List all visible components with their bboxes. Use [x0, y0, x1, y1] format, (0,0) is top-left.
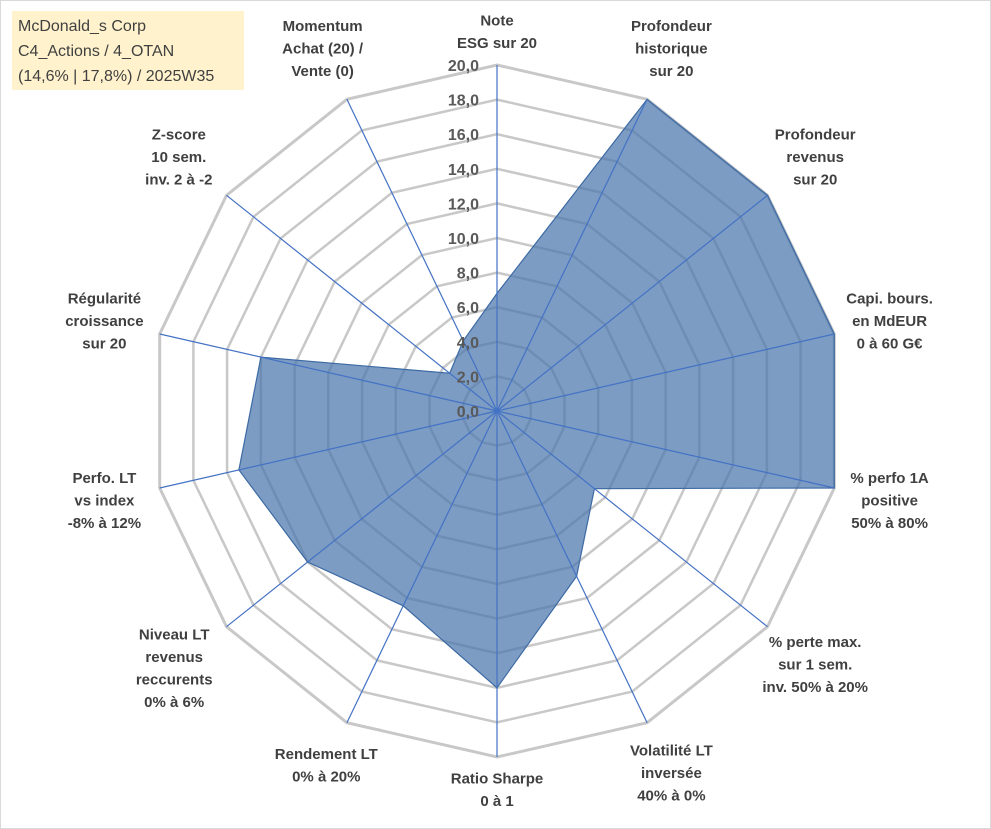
axis-label-layer: Note ESG sur 20 Profondeur historique sur 20… [65, 12, 933, 810]
spoke-13 [346, 99, 498, 412]
axis-label: -8% à 12% [68, 515, 141, 532]
axis-label: en MdEUR [852, 313, 927, 330]
axis-label: Volatilité LT [630, 742, 713, 759]
axis-label: historique [635, 41, 708, 58]
axis-label: 0% à 20% [292, 768, 360, 785]
axis-label: sur 20 [793, 172, 837, 189]
axis-label: % perfo 1A [850, 470, 929, 487]
axis-label: Régularité [68, 291, 141, 308]
axis-label: vs index [74, 492, 135, 509]
data-layer [238, 98, 835, 689]
axis-label: % perte max. [769, 634, 862, 651]
axis-label: Ratio Sharpe [451, 771, 544, 788]
axis-label: Perfo. LT [72, 470, 136, 487]
spoke-9 [226, 410, 498, 628]
axis-label: reccurents [136, 672, 213, 689]
tick-label: 20,0 [448, 58, 479, 75]
tick-label: 4,0 [457, 335, 479, 352]
axis-label: Profondeur [775, 127, 856, 144]
axis-label: sur 20 [649, 63, 693, 80]
spoke-12 [226, 194, 498, 412]
axis-label: Vente (0) [291, 63, 354, 80]
axis-label: inv. 50% à 20% [762, 679, 868, 696]
axis-label: Profondeur [631, 18, 712, 35]
axis-label: 40% à 0% [637, 787, 705, 804]
spoke-6 [496, 410, 648, 723]
axis-label: sur 20 [82, 336, 126, 353]
axis-label: positive [861, 492, 918, 509]
axis-label: inversée [641, 765, 702, 782]
axis-label: revenus [145, 649, 203, 666]
axis-label: Note [480, 12, 513, 29]
tick-label: 16,0 [448, 127, 479, 144]
axis-label: ESG sur 20 [457, 35, 537, 52]
chart-title-box: McDonald_s Corp C4_Actions / 4_OTAN (14,… [12, 11, 244, 90]
axis-label: Capi. bours. [846, 291, 933, 308]
tick-label: 12,0 [448, 196, 479, 213]
tick-label: 8,0 [457, 266, 479, 283]
spoke-5 [496, 410, 768, 628]
spoke-2 [496, 194, 768, 412]
title-line-performance: (14,6% | 17,8%) / 2025W35 [18, 68, 215, 85]
title-line-company: McDonald_s Corp [18, 18, 147, 35]
tick-label: 6,0 [457, 300, 479, 317]
axis-label: 0 à 60 G€ [857, 336, 924, 353]
spoke-11 [159, 333, 498, 412]
axis-label: sur 1 sem. [778, 657, 852, 674]
axis-label: croissance [65, 313, 143, 330]
axis-label: revenus [786, 149, 844, 166]
axis-label: Rendement LT [275, 746, 378, 763]
tick-label: 18,0 [448, 93, 479, 110]
spoke-8 [346, 410, 498, 723]
tick-label: 10,0 [448, 231, 479, 248]
spoke-4 [496, 410, 835, 489]
title-line-category: C4_Actions / 4_OTAN [18, 43, 175, 60]
tick-label: 14,0 [448, 162, 479, 179]
axis-label: 10 sem. [151, 149, 206, 166]
tick-label: 0,0 [457, 404, 479, 421]
axis-label: 0 à 1 [480, 793, 513, 810]
axis-label: Momentum [283, 18, 363, 35]
tick-label: 2,0 [457, 369, 479, 386]
axis-label: Achat (20) / [282, 41, 364, 58]
axis-label: Z-score [152, 127, 206, 144]
axis-label: Niveau LT [139, 627, 210, 644]
spoke-10 [159, 410, 498, 489]
spoke-3 [496, 333, 835, 412]
axis-label: 50% à 80% [851, 515, 928, 532]
axis-label: 0% à 6% [144, 694, 204, 711]
axis-label: inv. 2 à -2 [145, 172, 212, 189]
data-series-area [238, 98, 835, 689]
spoke-layer [159, 65, 835, 757]
tick-layer: 0,0 2,0 4,0 6,0 8,0 10,0 12,0 14,0 16,0 18,0 20,0 [448, 58, 479, 421]
spoke-1 [496, 99, 648, 412]
